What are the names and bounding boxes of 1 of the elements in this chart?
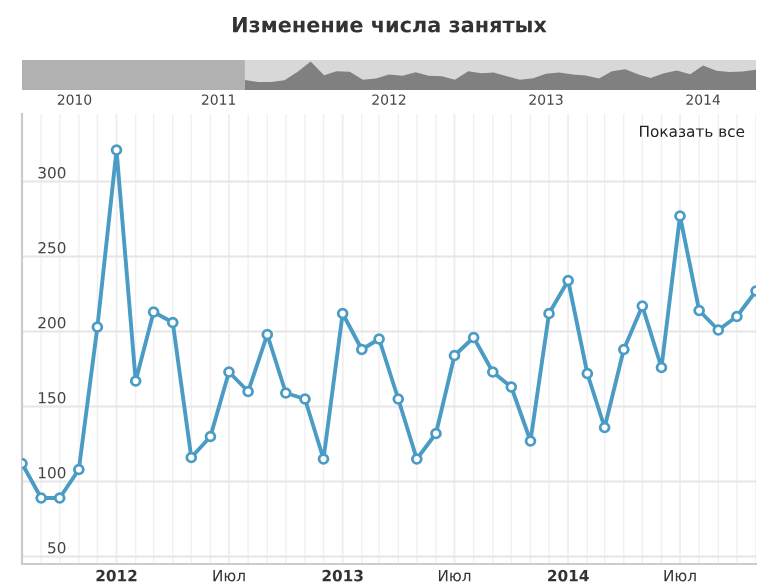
chart-title: Изменение числа занятых [233,17,547,33]
